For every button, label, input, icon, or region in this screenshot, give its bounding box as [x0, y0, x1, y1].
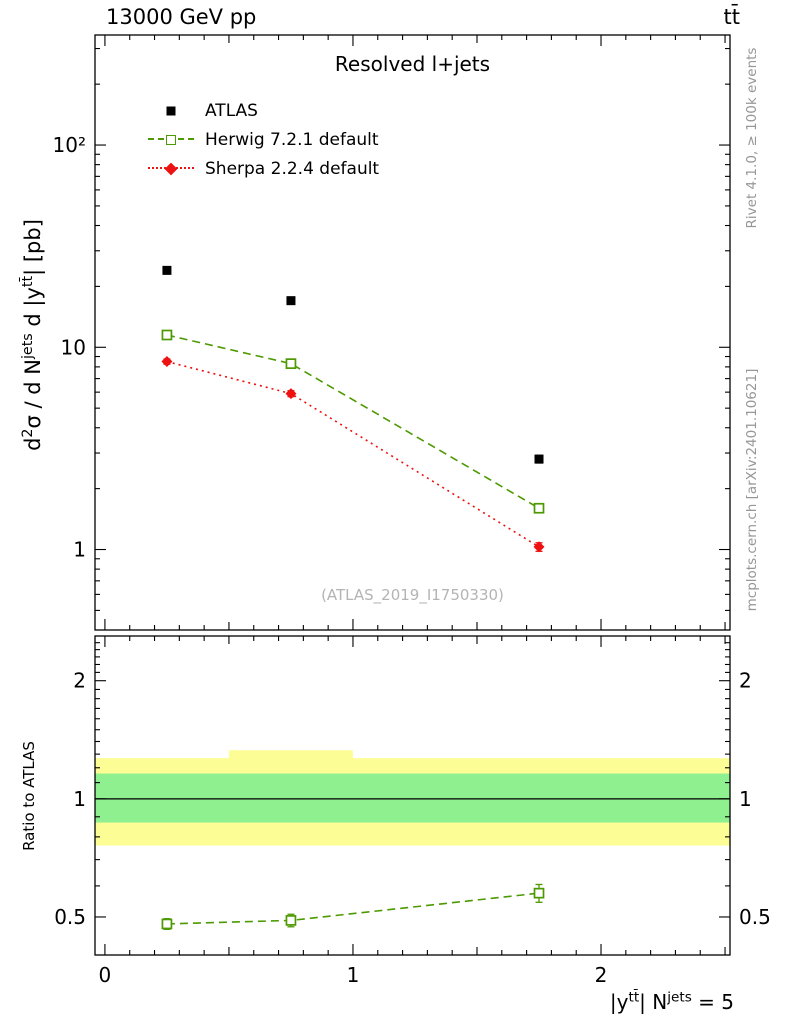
- svg-text:2: 2: [73, 669, 86, 693]
- svg-text:1: 1: [739, 787, 752, 811]
- svg-text:10: 10: [61, 335, 86, 359]
- x-axis-label: |ytt̄| Njets = 5: [609, 989, 734, 1014]
- rivet-version-note: Rivet 4.1.0, ≥ 100k events: [744, 47, 760, 229]
- legend-item: ATLAS: [148, 96, 379, 125]
- svg-text:2: 2: [595, 963, 608, 987]
- ratio-axis-label: Ratio to ATLAS: [20, 741, 38, 851]
- legend-item: Sherpa 2.2.4 default: [148, 154, 379, 183]
- svg-text:1: 1: [347, 963, 360, 987]
- legend-item-label: Herwig 7.2.1 default: [205, 129, 379, 150]
- process-label: tt̄: [723, 5, 740, 29]
- legend: ATLAS Herwig 7.2.1 default Sherpa 2.2.4 …: [148, 96, 379, 183]
- analysis-watermark: (ATLAS_2019_I1750330): [321, 586, 504, 604]
- svg-text:0: 0: [99, 963, 112, 987]
- filled-diamond-marker-icon: [148, 161, 194, 176]
- beam-energy-label: 13000 GeV pp: [106, 5, 257, 29]
- legend-item-label: Sherpa 2.2.4 default: [205, 158, 380, 179]
- legend-item-label: ATLAS: [205, 100, 258, 121]
- y-axis-label: d2σ / d Njets d |ytt̄| [pb]: [20, 219, 45, 451]
- svg-text:0.5: 0.5: [54, 905, 86, 929]
- legend-item: Herwig 7.2.1 default: [148, 125, 379, 154]
- svg-text:2: 2: [739, 669, 752, 693]
- svg-text:1: 1: [73, 538, 86, 562]
- plot-title: Resolved l+jets: [334, 52, 491, 76]
- filled-square-marker-icon: [148, 103, 194, 118]
- open-square-marker-icon: [148, 132, 194, 147]
- mcplots-note: mcplots.cern.ch [arXiv:2401.10621]: [744, 368, 760, 612]
- svg-text:10²: 10²: [53, 133, 86, 157]
- svg-text:1: 1: [73, 787, 86, 811]
- svg-text:0.5: 0.5: [739, 905, 771, 929]
